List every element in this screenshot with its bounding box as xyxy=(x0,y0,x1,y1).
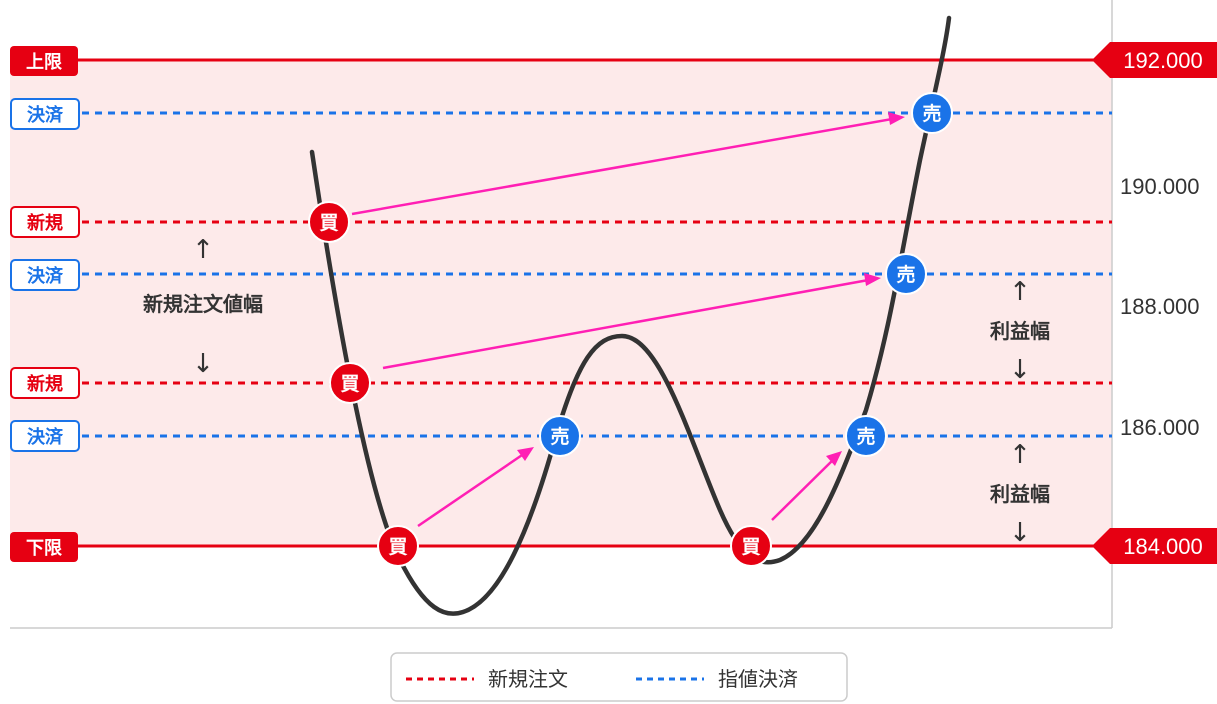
legend-entry-label: 新規注文 xyxy=(488,667,568,691)
range-band xyxy=(10,60,1112,546)
y-tick-186: 186.000 xyxy=(1120,415,1200,440)
sell-marker: 売 xyxy=(845,415,887,457)
arrowhead-4 xyxy=(826,451,842,466)
entry-tag-1-label: 新規 xyxy=(27,212,63,234)
down-arrow-icon: ↓ xyxy=(1009,518,1031,548)
entry-tag-1: 新規 xyxy=(10,206,80,238)
lower-price-label: 184.000 xyxy=(1123,534,1203,559)
upper-price-label: 192.000 xyxy=(1123,48,1203,73)
y-tick-188: 188.000 xyxy=(1120,294,1200,319)
arrowhead-2 xyxy=(864,273,881,286)
entry-width-label: 新規注文値幅 xyxy=(143,292,263,316)
lower-limit-tag: 下限 xyxy=(10,532,78,562)
buy-marker: 買 xyxy=(377,525,419,567)
upper-price-tag: 192.000 xyxy=(1092,42,1217,78)
y-tick-190: 190.000 xyxy=(1120,174,1200,199)
trade-arrow-1 xyxy=(351,116,899,216)
sell-marker-label: 売 xyxy=(896,263,915,286)
profit-width-annotation: ↑ 利益幅 ↓ xyxy=(990,277,1050,385)
legend-exit-label: 指値決済 xyxy=(718,667,798,691)
lower-price-tag: 184.000 xyxy=(1092,528,1217,564)
exit-tag-2: 決済 xyxy=(10,259,80,291)
up-arrow-icon: ↑ xyxy=(1009,440,1031,470)
lower-limit-label: 下限 xyxy=(26,538,63,559)
buy-marker: 買 xyxy=(329,362,371,404)
buy-marker: 買 xyxy=(308,201,350,243)
buy-marker-label: 買 xyxy=(741,536,760,558)
up-arrow-icon: ↑ xyxy=(1009,277,1031,307)
buy-marker-label: 買 xyxy=(388,536,407,558)
entry-tag-2: 新規 xyxy=(10,367,80,399)
exit-tag-1-label: 決済 xyxy=(27,104,64,126)
upper-limit-tag: 上限 xyxy=(10,46,78,76)
up-arrow-icon: ↑ xyxy=(192,235,214,265)
arrowhead-3 xyxy=(517,447,534,461)
buy-marker-label: 買 xyxy=(319,212,338,234)
trade-arrowheads xyxy=(517,112,905,466)
legend: 新規注文 指値決済 xyxy=(390,652,848,702)
exit-tag-2-label: 決済 xyxy=(27,265,64,287)
exit-tag-1: 決済 xyxy=(10,98,80,130)
buy-marker: 買 xyxy=(730,525,772,567)
exit-tag-3: 決済 xyxy=(10,420,80,452)
profit-width-annotation: ↑ 利益幅 ↓ xyxy=(990,440,1050,548)
exit-tag-3-label: 決済 xyxy=(27,426,64,448)
sell-marker-label: 売 xyxy=(856,425,875,448)
sell-marker-label: 売 xyxy=(550,425,569,448)
down-arrow-icon: ↓ xyxy=(1009,355,1031,385)
profit-width-label: 利益幅 xyxy=(990,319,1050,343)
sell-marker: 売 xyxy=(539,415,581,457)
trade-arrows xyxy=(351,116,899,528)
trade-arrow-2 xyxy=(382,277,875,370)
legend-box xyxy=(390,652,848,702)
sell-marker-label: 売 xyxy=(922,102,941,125)
entry-width-annotation: ↑ 新規注文値幅 ↓ xyxy=(143,235,263,379)
profit-width-label: 利益幅 xyxy=(990,482,1050,506)
buy-marker-label: 買 xyxy=(340,373,359,395)
trade-arrow-4 xyxy=(771,455,838,521)
entry-tag-2-label: 新規 xyxy=(27,373,63,395)
upper-limit-label: 上限 xyxy=(26,52,63,73)
down-arrow-icon: ↓ xyxy=(192,349,214,379)
sell-marker: 売 xyxy=(911,92,953,134)
sell-marker: 売 xyxy=(885,253,927,295)
trade-arrow-3 xyxy=(417,449,529,528)
arrowhead-1 xyxy=(888,112,905,125)
